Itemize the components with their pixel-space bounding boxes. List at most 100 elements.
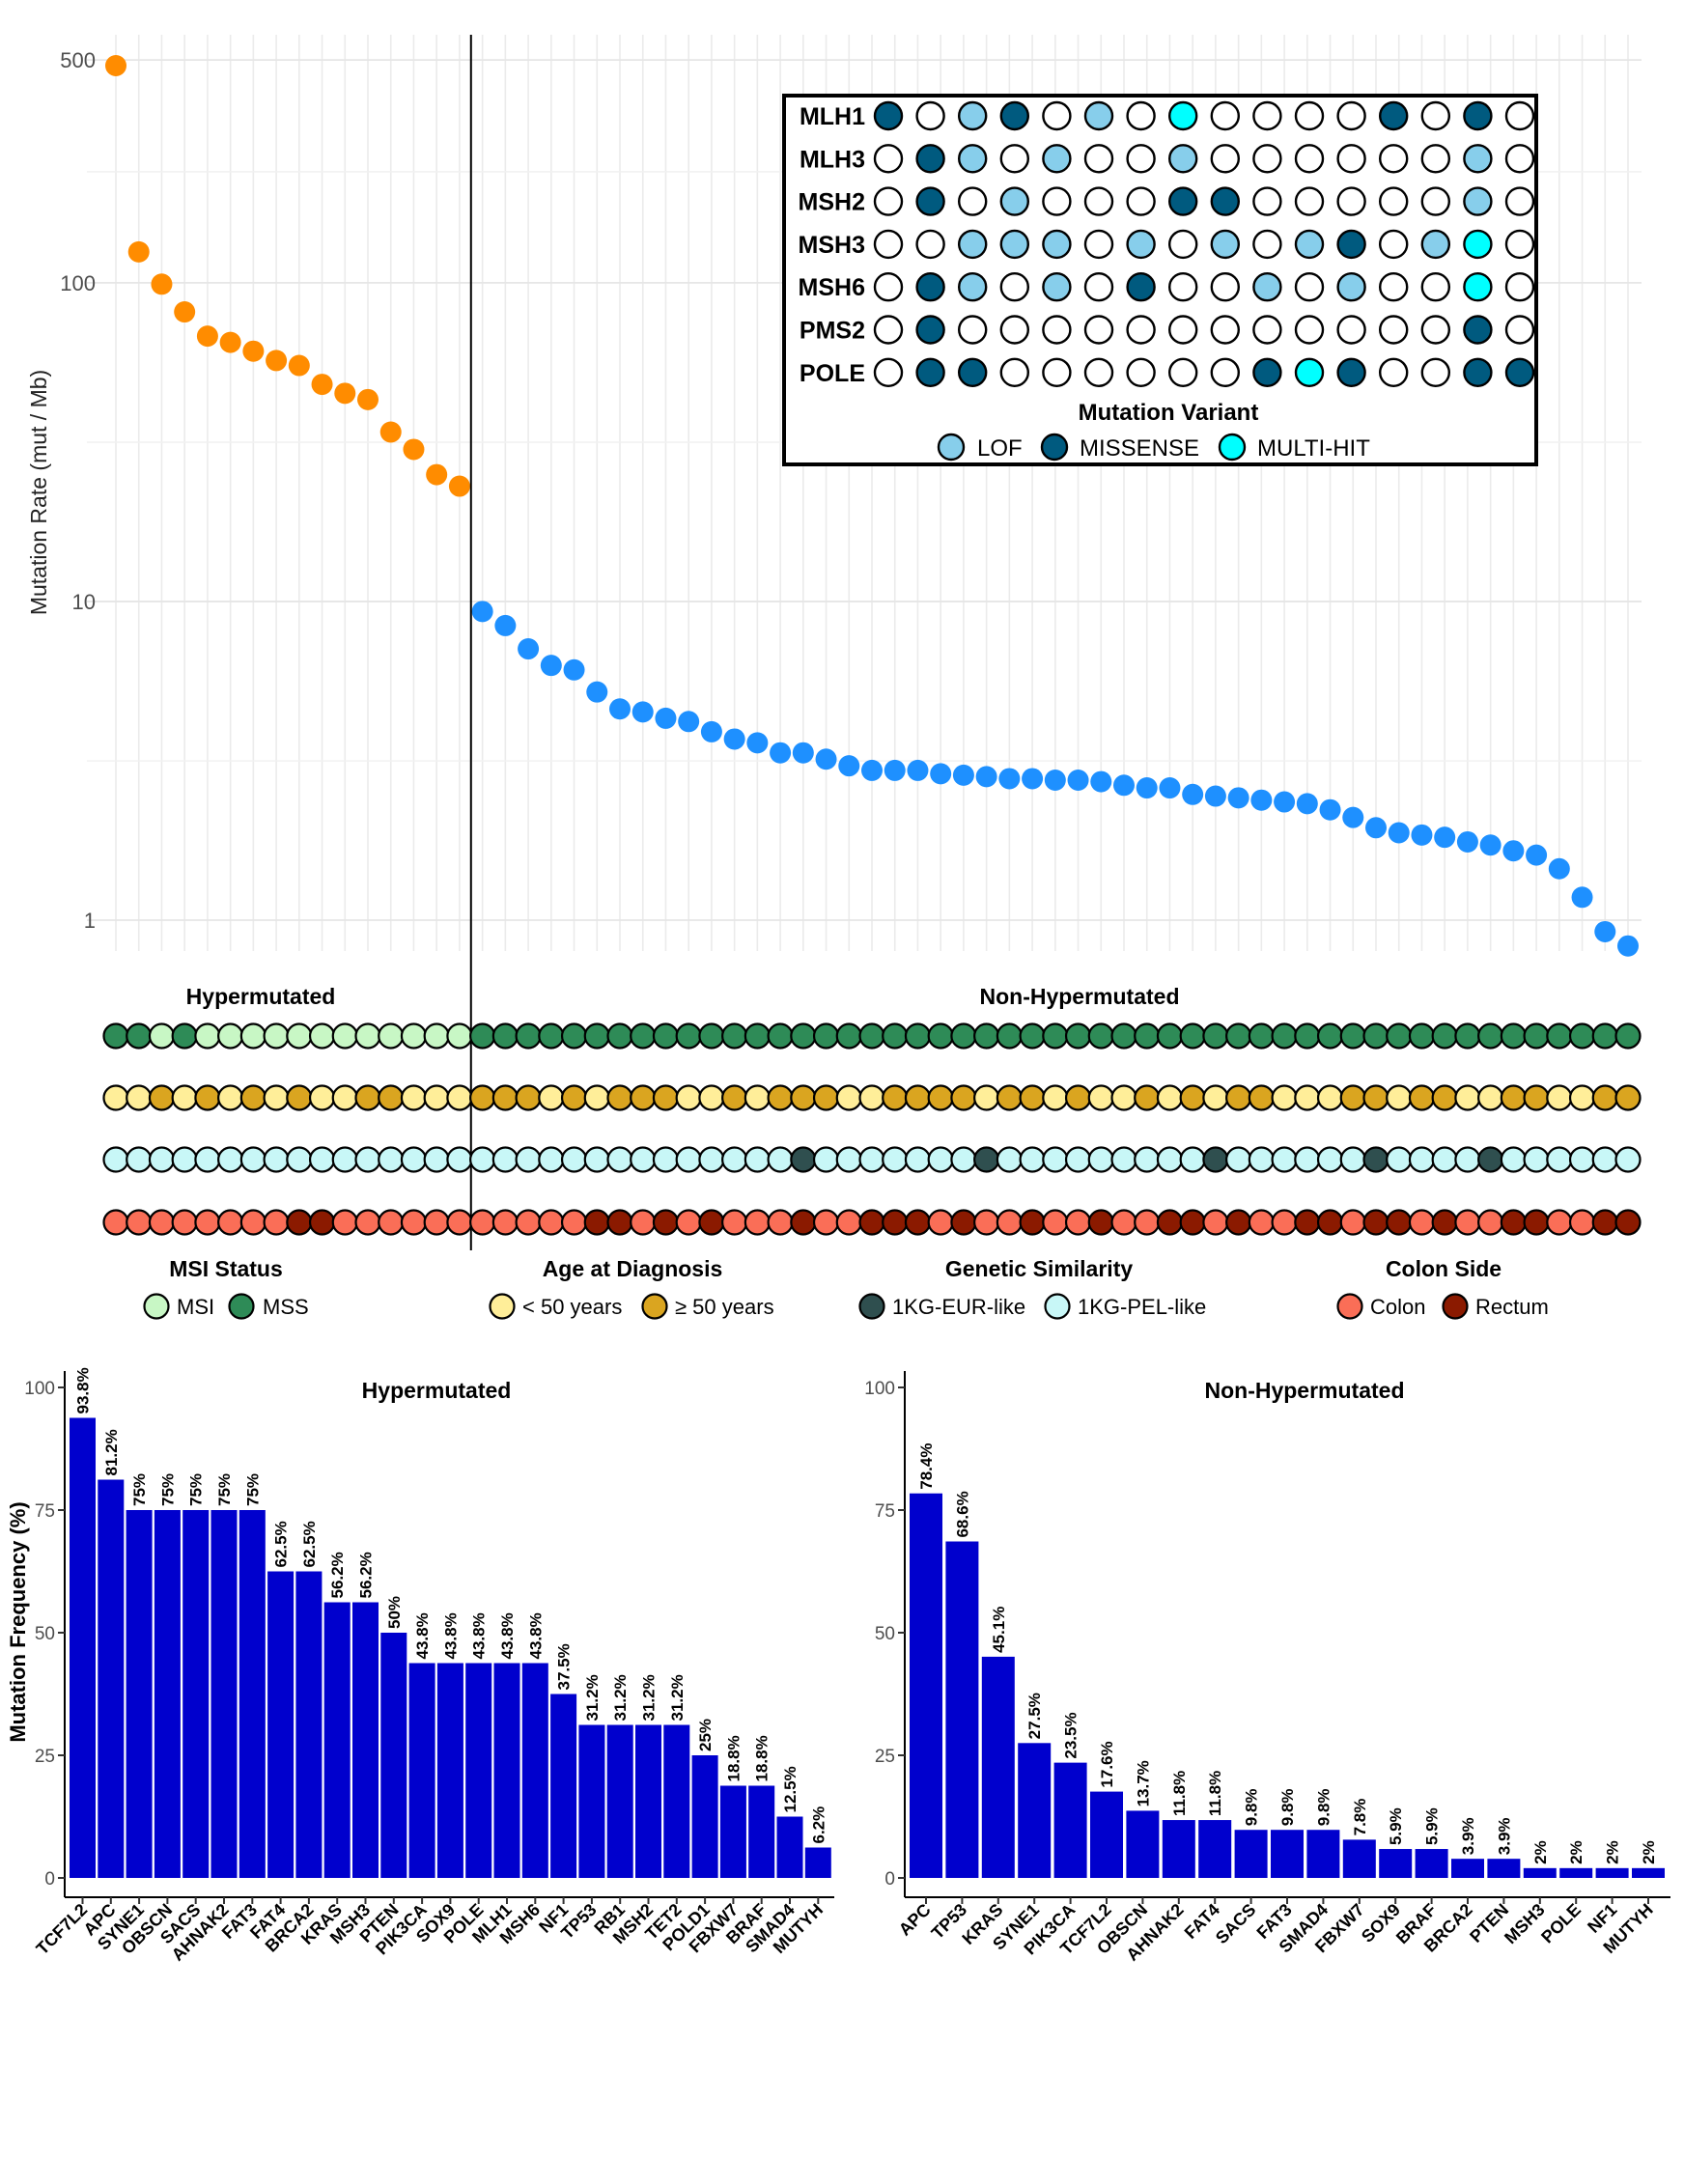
track-dot [1248,1022,1275,1050]
y-tick-label: 100 [24,1379,55,1399]
track-dot [354,1084,381,1111]
track-dot [1316,1146,1344,1173]
variant-cell-dot [1336,357,1366,387]
track-dot [1316,1209,1344,1236]
y-tick-label: 0 [44,1869,55,1890]
variant-cell-dot [1083,315,1114,345]
variant-cell-dot [1463,272,1493,302]
data-point-nonhypermutated [815,748,837,770]
track-dot [790,1084,817,1111]
variant-cell-dot [1504,357,1535,387]
track-dot [1179,1209,1206,1236]
track-dot [560,1209,588,1236]
data-point-nonhypermutated [655,707,677,729]
track-dot [378,1022,405,1050]
variant-box-border [782,94,1538,466]
variant-cell-dot [1420,144,1451,174]
variant-cell-dot [1210,315,1241,345]
track-dot [1408,1209,1436,1236]
track-dot [721,1084,748,1111]
track-dot [1156,1022,1184,1050]
data-point-nonhypermutated [1274,791,1296,813]
variant-cell-dot [1167,100,1198,131]
bar-value-label: 3.9% [1459,1817,1477,1855]
data-point-nonhypermutated [998,768,1021,790]
variant-cell-dot [1042,229,1072,260]
x-tick-label: MSH3 [1501,1900,1549,1948]
track-dot [1408,1022,1436,1050]
track-dot [973,1146,1000,1173]
bar-value-label: 18.8% [753,1735,772,1781]
data-point-nonhypermutated [1456,830,1478,853]
track-dot [1134,1209,1161,1236]
group-label-hypermutated: Hypermutated [186,984,336,1009]
track-dot [446,1084,473,1111]
track-legend-title: MSI Status [169,1256,283,1281]
bar-value-label: 2% [1567,1840,1586,1864]
track-dot [515,1146,542,1173]
bar-value-label: 68.6% [953,1491,971,1537]
variant-cell-dot [1210,186,1241,216]
bar-value-label: 17.6% [1098,1741,1116,1787]
variant-cell-dot [1210,100,1241,131]
variant-cell-dot [1294,357,1325,387]
bar [1415,1849,1448,1878]
variant-cell-dot [915,229,945,260]
bar [267,1571,295,1878]
track-dot [491,1146,519,1173]
track-dot [1271,1022,1298,1050]
track-dot [1454,1146,1481,1173]
variant-cell-dot [1294,272,1325,302]
bar [70,1417,96,1878]
variant-cell-dot [958,100,988,131]
variant-cell-dot [1378,100,1409,131]
track-dot [1386,1022,1413,1050]
track-dot [1408,1146,1436,1173]
bar-value-label: 3.9% [1495,1817,1513,1855]
track-dot [217,1209,244,1236]
track-dot [1477,1209,1504,1236]
data-point-hypermutated [127,240,150,263]
variant-cell-dot [1294,229,1325,260]
track-dot [744,1022,771,1050]
x-tick-label: SACS [1212,1900,1260,1948]
data-point-hypermutated [426,463,448,486]
chart-title: Hypermutated [362,1378,512,1403]
track-dot [239,1084,267,1111]
variant-cell-dot [999,144,1030,174]
track-dot [171,1084,198,1111]
variant-cell-dot [958,357,988,387]
variant-cell-dot [873,357,904,387]
y-tick-label: 100 [60,271,96,295]
variant-cell-dot [1126,229,1156,260]
track-dot [286,1022,313,1050]
track-dot [1110,1084,1137,1111]
bar-value-label: 7.8% [1351,1799,1369,1836]
track-dot [675,1022,702,1050]
track-dot [1064,1022,1092,1050]
bar [1595,1867,1629,1878]
variant-cell-dot [1210,357,1241,387]
bar-value-label: 43.8% [498,1612,517,1659]
track-dot [1523,1084,1550,1111]
track-dot [423,1146,450,1173]
track-dot [812,1084,840,1111]
data-point-nonhypermutated [907,759,929,781]
track-dot [1431,1209,1458,1236]
track-dot [927,1209,954,1236]
track-dot [1339,1209,1366,1236]
variant-cell-dot [958,272,988,302]
bar [1234,1830,1268,1878]
track-dot [560,1022,588,1050]
bar [1451,1859,1484,1878]
variant-cell-dot [1252,315,1282,345]
variant-cell-dot [1504,100,1535,131]
track-dot [331,1146,358,1173]
data-point-nonhypermutated [518,638,540,660]
track-dot [1110,1022,1137,1050]
track-dot [400,1022,428,1050]
data-point-nonhypermutated [1159,777,1181,799]
track-dot [950,1146,977,1173]
track-dot [652,1084,680,1111]
bar-value-label: 78.4% [917,1443,936,1490]
